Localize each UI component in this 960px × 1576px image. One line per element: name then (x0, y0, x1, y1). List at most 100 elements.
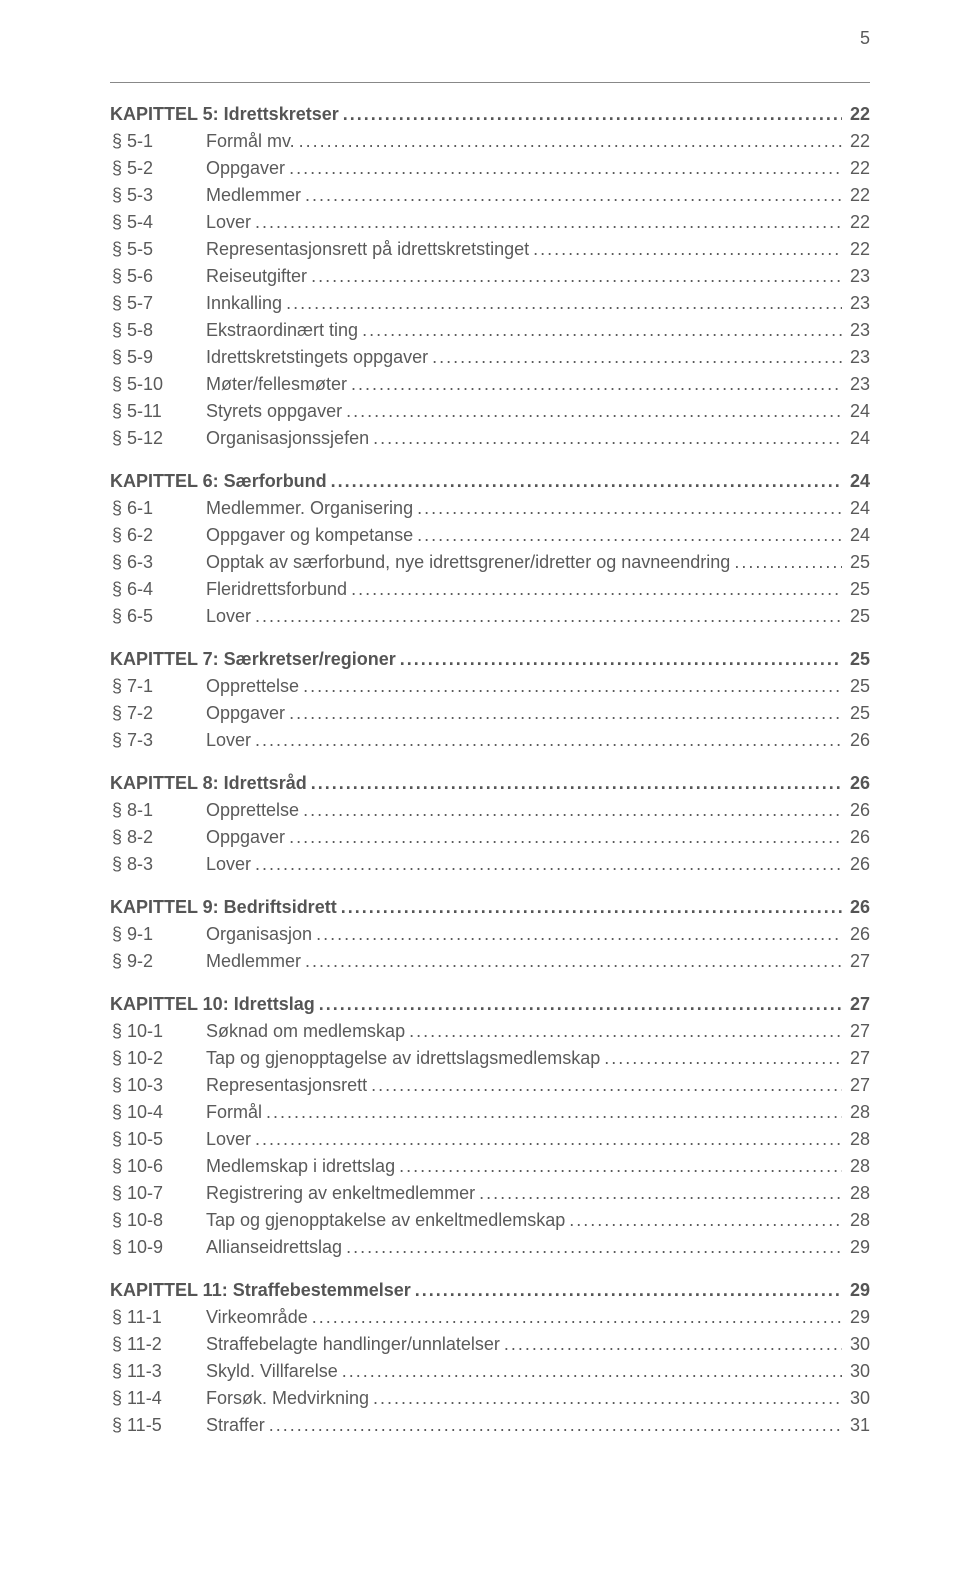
entry-page: 23 (846, 290, 870, 317)
entry-title: Opprettelse (206, 673, 299, 700)
entry-page: 26 (846, 797, 870, 824)
dot-leader (604, 1045, 842, 1072)
toc-entry-row: § 5-2Oppgaver22 (110, 155, 870, 182)
entry-title: Møter/fellesmøter (206, 371, 347, 398)
section-number: § 6-1 (110, 495, 206, 522)
chapter-block: KAPITTEL 6: Særforbund 24 § 6-1Medlemmer. … (110, 468, 870, 630)
dot-leader (319, 991, 842, 1018)
chapter-block: KAPITTEL 8: Idrettsråd26§ 8-1Opprettelse… (110, 770, 870, 878)
entry-page: 30 (846, 1385, 870, 1412)
entry-title: Medlemskap i idrettslag (206, 1153, 395, 1180)
entry-page: 28 (846, 1207, 870, 1234)
entry-title: Opptak av særforbund, nye idrettsgrener/… (206, 549, 730, 576)
entry-page: 24 (846, 522, 870, 549)
entry-page: 26 (846, 921, 870, 948)
section-number: § 7-2 (110, 700, 206, 727)
section-number: § 10-1 (110, 1018, 206, 1045)
entry-title: Styrets oppgaver (206, 398, 342, 425)
entry-page: 29 (846, 1234, 870, 1261)
section-number: § 5-7 (110, 290, 206, 317)
toc-entry-row: § 10-4Formål28 (110, 1099, 870, 1126)
section-number: § 10-5 (110, 1126, 206, 1153)
dot-leader (346, 398, 842, 425)
entry-page: 25 (846, 673, 870, 700)
entry-page: 24 (846, 398, 870, 425)
toc-entry-row: § 10-1Søknad om medlemskap27 (110, 1018, 870, 1045)
chapter-heading-row: KAPITTEL 9: Bedriftsidrett26 (110, 894, 870, 921)
toc-entry-row: § 10-2Tap og gjenopptagelse av idrettsla… (110, 1045, 870, 1072)
entry-title: Oppgaver (206, 824, 285, 851)
dot-leader (400, 646, 842, 673)
section-number: § 11-4 (110, 1385, 206, 1412)
section-number: § 9-2 (110, 948, 206, 975)
toc-entry-row: § 11-3Skyld. Villfarelse30 (110, 1358, 870, 1385)
entry-page: 22 (846, 182, 870, 209)
dot-leader (269, 1412, 842, 1439)
chapter-page: 22 (846, 101, 870, 128)
entry-title: Medlemmer. Organisering (206, 495, 413, 522)
entry-page: 28 (846, 1153, 870, 1180)
entry-title: Forsøk. Medvirkning (206, 1385, 369, 1412)
dot-leader (289, 824, 842, 851)
toc-entry-row: § 6-3Opptak av særforbund, nye idrettsgr… (110, 549, 870, 576)
chapter-entries: § 9-1Organisasjon26§ 9-2Medlemmer27 (110, 921, 870, 975)
chapter-title: KAPITTEL 9: Bedriftsidrett (110, 894, 337, 921)
chapter-title: KAPITTEL 6: Særforbund (110, 468, 327, 495)
toc-entry-row: § 7-3Lover26 (110, 727, 870, 754)
entry-page: 28 (846, 1126, 870, 1153)
chapter-page: 24 (846, 468, 870, 495)
toc-entry-row: § 10-8Tap og gjenopptakelse av enkeltmed… (110, 1207, 870, 1234)
horizontal-rule (110, 82, 870, 83)
toc-entry-row: § 5-1Formål mv.22 (110, 128, 870, 155)
section-number: § 8-3 (110, 851, 206, 878)
entry-title: Straffer (206, 1412, 265, 1439)
dot-leader (409, 1018, 842, 1045)
toc-entry-row: § 6-5Lover25 (110, 603, 870, 630)
dot-leader (341, 894, 842, 921)
entry-title: Oppgaver (206, 700, 285, 727)
dot-leader (371, 1072, 842, 1099)
entry-page: 22 (846, 236, 870, 263)
dot-leader (311, 263, 842, 290)
toc-entry-row: § 8-2Oppgaver26 (110, 824, 870, 851)
chapter-heading-row: KAPITTEL 10: Idrettslag27 (110, 991, 870, 1018)
dot-leader (533, 236, 842, 263)
toc-entry-row: § 11-2Straffebelagte handlinger/unnlatel… (110, 1331, 870, 1358)
section-number: § 8-2 (110, 824, 206, 851)
entry-title: Formål mv. (206, 128, 295, 155)
dot-leader (255, 603, 842, 630)
section-number: § 7-1 (110, 673, 206, 700)
entry-title: Representasjonsrett (206, 1072, 367, 1099)
dot-leader (346, 1234, 842, 1261)
entry-page: 27 (846, 948, 870, 975)
entry-page: 25 (846, 576, 870, 603)
dot-leader (504, 1331, 842, 1358)
section-number: § 5-11 (110, 398, 206, 425)
dot-leader (362, 317, 842, 344)
chapter-entries: § 7-1Opprettelse25§ 7-2Oppgaver25§ 7-3Lo… (110, 673, 870, 754)
section-number: § 5-9 (110, 344, 206, 371)
section-number: § 10-9 (110, 1234, 206, 1261)
dot-leader (303, 673, 842, 700)
section-number: § 5-8 (110, 317, 206, 344)
entry-title: Lover (206, 603, 251, 630)
toc-entry-row: § 5-11Styrets oppgaver 24 (110, 398, 870, 425)
chapter-page: 25 (846, 646, 870, 673)
entry-title: Virkeområde (206, 1304, 308, 1331)
dot-leader (311, 770, 842, 797)
toc-entry-row: § 10-7Registrering av enkeltmedlemmer28 (110, 1180, 870, 1207)
section-number: § 5-10 (110, 371, 206, 398)
entry-page: 25 (846, 603, 870, 630)
chapter-block: KAPITTEL 7: Særkretser/regioner25§ 7-1Op… (110, 646, 870, 754)
toc-entry-row: § 8-3Lover26 (110, 851, 870, 878)
dot-leader (266, 1099, 842, 1126)
entry-title: Lover (206, 727, 251, 754)
toc-entry-row: § 8-1Opprettelse26 (110, 797, 870, 824)
section-number: § 10-8 (110, 1207, 206, 1234)
toc-entry-row: § 5-7Innkalling23 (110, 290, 870, 317)
section-number: § 8-1 (110, 797, 206, 824)
entry-title: Lover (206, 209, 251, 236)
entry-title: Tap og gjenopptagelse av idrettslagsmedl… (206, 1045, 600, 1072)
dot-leader (342, 1358, 842, 1385)
chapter-title: KAPITTEL 5: Idrettskretser (110, 101, 339, 128)
